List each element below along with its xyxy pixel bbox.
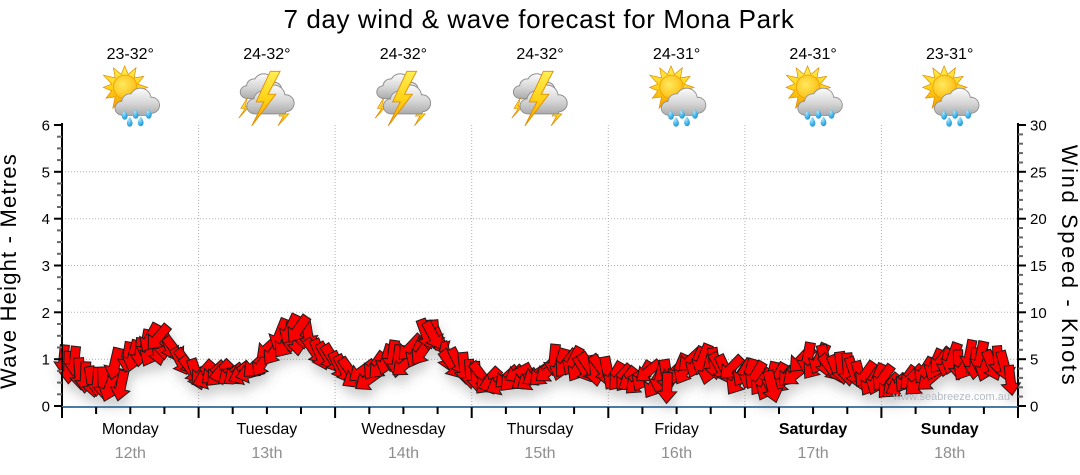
svg-text:Sunday: Sunday (921, 421, 979, 438)
svg-text:14th: 14th (388, 445, 419, 462)
svg-text:Wind Speed - Knots: Wind Speed - Knots (1057, 145, 1080, 387)
svg-text:24-31°: 24-31° (653, 46, 700, 63)
svg-text:0: 0 (42, 399, 50, 416)
svg-text:13th: 13th (251, 445, 282, 462)
svg-text:Saturday: Saturday (779, 421, 848, 438)
svg-text:23-31°: 23-31° (926, 46, 973, 63)
svg-text:12th: 12th (115, 445, 146, 462)
svg-text:Thursday: Thursday (507, 421, 574, 438)
svg-text:5: 5 (42, 164, 50, 181)
svg-text:30: 30 (1030, 118, 1047, 135)
svg-text:Friday: Friday (654, 421, 698, 438)
svg-text:16th: 16th (661, 445, 692, 462)
svg-text:23-32°: 23-32° (107, 46, 154, 63)
svg-text:Wednesday: Wednesday (361, 421, 445, 438)
svg-text:5: 5 (1030, 352, 1038, 369)
svg-text:4: 4 (42, 211, 50, 228)
svg-text:24-32°: 24-32° (380, 46, 427, 63)
svg-text:Monday: Monday (102, 421, 159, 438)
svg-text:2: 2 (42, 305, 50, 322)
svg-text:0: 0 (1030, 399, 1038, 416)
svg-text:7 day wind & wave forecast for: 7 day wind & wave forecast for Mona Park (283, 4, 794, 34)
svg-text:3: 3 (42, 258, 50, 275)
svg-text:10: 10 (1030, 305, 1047, 322)
svg-text:24-31°: 24-31° (789, 46, 836, 63)
svg-text:24-32°: 24-32° (243, 46, 290, 63)
svg-text:18th: 18th (934, 445, 965, 462)
svg-text:25: 25 (1030, 164, 1047, 181)
svg-text:Wave Height - Metres: Wave Height - Metres (0, 153, 21, 389)
svg-text:20: 20 (1030, 211, 1047, 228)
svg-text:17th: 17th (798, 445, 829, 462)
svg-text:24-32°: 24-32° (516, 46, 563, 63)
svg-text:1: 1 (42, 352, 50, 369)
svg-text:Tuesday: Tuesday (237, 421, 298, 438)
svg-text:15th: 15th (524, 445, 555, 462)
svg-text:15: 15 (1030, 258, 1047, 275)
svg-text:www.seabreeze.com.au: www.seabreeze.com.au (892, 391, 1010, 403)
svg-text:6: 6 (42, 118, 50, 135)
